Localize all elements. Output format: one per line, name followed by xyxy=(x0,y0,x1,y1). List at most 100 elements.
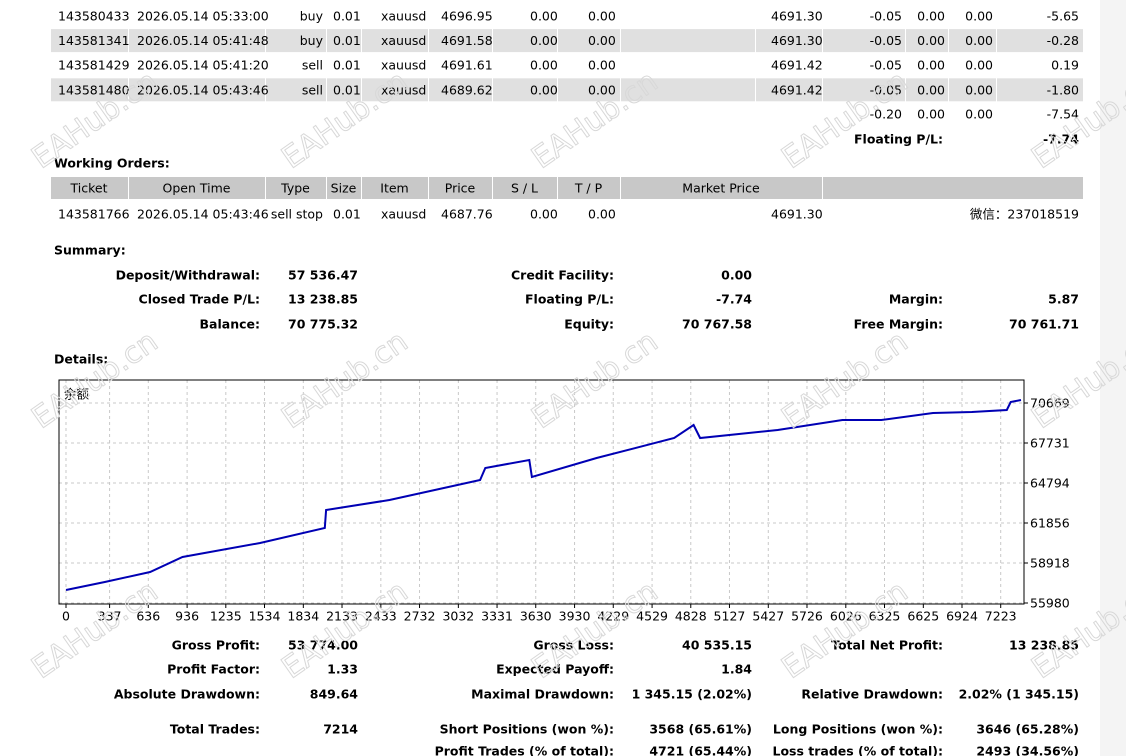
x-tick-label: 3032 xyxy=(442,609,474,624)
cell: 0.01 xyxy=(333,58,361,73)
cell: 0.00 xyxy=(588,33,616,48)
value: 5.87 xyxy=(1048,292,1079,307)
cell: 0.00 xyxy=(530,58,558,73)
x-tick-label: 3630 xyxy=(520,609,552,624)
value: 3568 (65.61%) xyxy=(649,722,752,737)
value: 13 238.85 xyxy=(288,292,358,307)
cell: -0.05 xyxy=(870,82,902,97)
cell: 143581480 xyxy=(58,82,130,97)
row-background xyxy=(906,29,948,53)
x-tick-label: 6026 xyxy=(830,609,862,624)
cell: 4691.42 xyxy=(771,82,823,97)
x-tick-label: 1834 xyxy=(287,609,319,624)
label: Long Positions (won %): xyxy=(773,722,943,737)
cell: 4689.62 xyxy=(441,82,493,97)
cell: xauusd xyxy=(381,9,426,24)
value: 57 536.47 xyxy=(288,268,358,283)
cell: 2026.05.14 05:43:46 xyxy=(137,82,269,97)
label: Profit Trades (% of total): xyxy=(435,744,614,756)
section-title: Summary: xyxy=(54,243,126,258)
cell: sell xyxy=(302,58,323,73)
label: Total Trades: xyxy=(170,722,260,737)
row-background xyxy=(823,29,905,53)
row-background xyxy=(327,29,361,53)
cell: xauusd xyxy=(381,82,426,97)
row-background xyxy=(558,78,620,102)
value: 13 238.85 xyxy=(1009,638,1079,653)
label: Balance: xyxy=(200,317,260,332)
label: Expected Payoff: xyxy=(496,662,614,677)
x-tick-label: 1235 xyxy=(210,609,242,624)
floating-label: Floating P/L: xyxy=(854,132,943,147)
floating-value: -7.74 xyxy=(1043,132,1079,147)
cell: 4691.58 xyxy=(441,33,493,48)
header-label: S / L xyxy=(511,181,538,196)
x-tick-label: 936 xyxy=(175,609,199,624)
cell: 0.01 xyxy=(333,207,361,222)
cell: buy xyxy=(300,33,324,48)
header-label: Open Time xyxy=(163,181,231,196)
section-title: Working Orders: xyxy=(54,156,170,171)
cell: -0.05 xyxy=(870,33,902,48)
cell: 4691.61 xyxy=(441,58,493,73)
x-tick-label: 3331 xyxy=(481,609,513,624)
cell: 143581429 xyxy=(58,58,130,73)
label: Floating P/L: xyxy=(525,292,614,307)
cell: 0.00 xyxy=(965,82,993,97)
value: 1 345.15 (2.02%) xyxy=(632,687,752,702)
value: 40 535.15 xyxy=(682,638,752,653)
total-cell: -7.54 xyxy=(1047,107,1079,122)
value: 4721 (65.44%) xyxy=(649,744,752,756)
x-tick-label: 1534 xyxy=(249,609,281,624)
cell: 0.00 xyxy=(530,82,558,97)
header-cell xyxy=(362,177,428,199)
cell: -0.05 xyxy=(870,9,902,24)
row-background xyxy=(266,29,326,53)
y-tick-label: 64794 xyxy=(1030,475,1070,490)
x-tick-label: 0 xyxy=(62,609,70,624)
cell: 0.00 xyxy=(965,9,993,24)
row-background xyxy=(997,78,1083,102)
cell: 0.00 xyxy=(530,9,558,24)
x-tick-label: 636 xyxy=(136,609,160,624)
row-background xyxy=(949,78,996,102)
label: Total Net Profit: xyxy=(831,638,943,653)
cell: 2026.05.14 05:41:48 xyxy=(137,33,269,48)
label: Maximal Drawdown: xyxy=(471,687,614,702)
cell: 0.00 xyxy=(965,58,993,73)
label: Gross Profit: xyxy=(172,638,260,653)
x-tick-label: 5427 xyxy=(752,609,784,624)
x-tick-label: 3930 xyxy=(559,609,591,624)
cell: 4687.76 xyxy=(441,207,493,222)
x-tick-label: 4229 xyxy=(597,609,629,624)
value: 1.84 xyxy=(721,662,752,677)
row-background xyxy=(558,29,620,53)
header-cell xyxy=(51,177,128,199)
value: 70 775.32 xyxy=(288,317,358,332)
x-tick-label: 7223 xyxy=(985,609,1017,624)
label: Relative Drawdown: xyxy=(801,687,943,702)
value: 849.64 xyxy=(310,687,359,702)
y-tick-label: 58918 xyxy=(1030,556,1070,571)
cell: 0.01 xyxy=(333,33,361,48)
value: 7214 xyxy=(323,722,358,737)
header-cell xyxy=(493,177,557,199)
row-background xyxy=(51,78,128,102)
cell: xauusd xyxy=(381,33,426,48)
y-tick-label: 55980 xyxy=(1030,596,1070,611)
value: 3646 (65.28%) xyxy=(976,722,1079,737)
header-cell xyxy=(429,177,492,199)
x-tick-label: 5127 xyxy=(714,609,746,624)
balance-line xyxy=(65,399,1022,591)
row-background xyxy=(621,29,755,53)
x-tick-label: 6924 xyxy=(946,609,978,624)
row-background xyxy=(362,78,428,102)
cell: buy xyxy=(300,9,324,24)
cell: 0.00 xyxy=(917,82,945,97)
cell: sell xyxy=(302,82,323,97)
header-label: Market Price xyxy=(682,181,760,196)
row-background xyxy=(362,29,428,53)
row-background xyxy=(129,78,265,102)
cell: 4691.30 xyxy=(771,33,823,48)
value: 53 774.00 xyxy=(288,638,358,653)
